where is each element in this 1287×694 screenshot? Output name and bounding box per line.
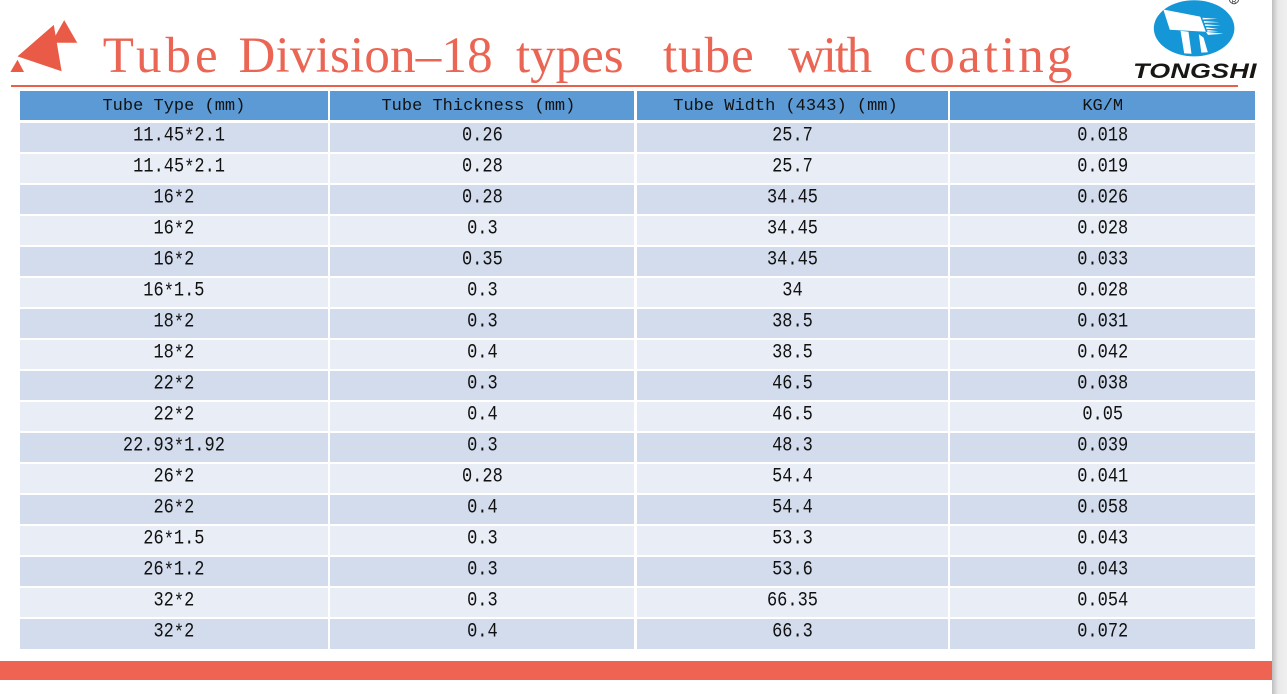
- svg-text:R: R: [1231, 0, 1236, 5]
